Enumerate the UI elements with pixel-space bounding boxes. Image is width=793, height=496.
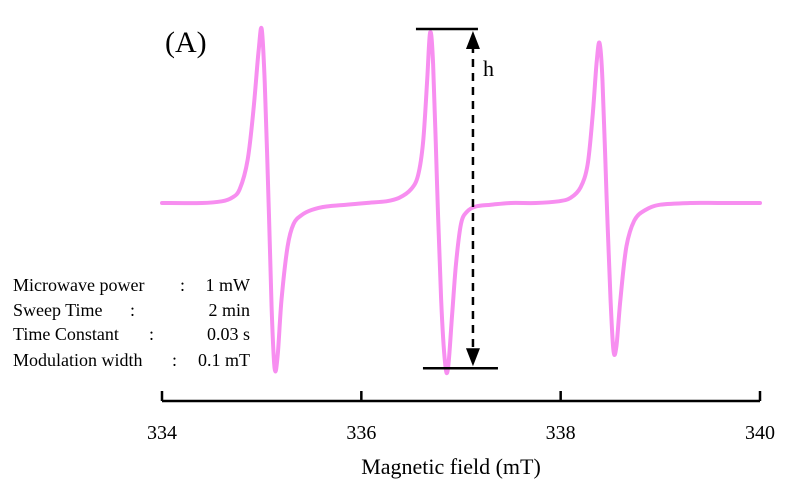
measurement-conditions: Microwave power: 1 mW Sweep Time: 2 min Time… — [13, 275, 250, 370]
condition-separator: : — [130, 300, 135, 320]
condition-label: Time Constant — [13, 324, 119, 344]
x-tick-label: 334 — [147, 422, 177, 444]
condition-label: Modulation width — [13, 350, 143, 370]
x-tick-label: 340 — [745, 422, 775, 444]
condition-value: 0.03 s — [207, 324, 250, 344]
condition-separator: : — [180, 275, 185, 295]
arrow-head-down-icon — [465, 348, 480, 367]
condition-value: 1 mW — [206, 275, 251, 295]
x-tick-label: 338 — [546, 422, 576, 444]
x-tick-label: 336 — [346, 422, 376, 444]
height-annotation: h — [415, 27, 498, 370]
condition-value: 0.1 mT — [198, 350, 250, 370]
x-axis-label: Magnetic field (mT) — [361, 454, 541, 479]
x-axis: 334 336 338 340 — [147, 391, 775, 444]
height-label: h — [483, 56, 494, 81]
condition-label: Sweep Time — [13, 300, 103, 320]
panel-label: (A) — [165, 26, 207, 59]
condition-value: 2 min — [208, 300, 250, 320]
condition-separator: : — [172, 350, 177, 370]
arrow-head-up-icon — [465, 31, 480, 49]
condition-separator: : — [149, 324, 154, 344]
condition-label: Microwave power — [13, 275, 144, 295]
spectrum-line — [160, 25, 762, 376]
